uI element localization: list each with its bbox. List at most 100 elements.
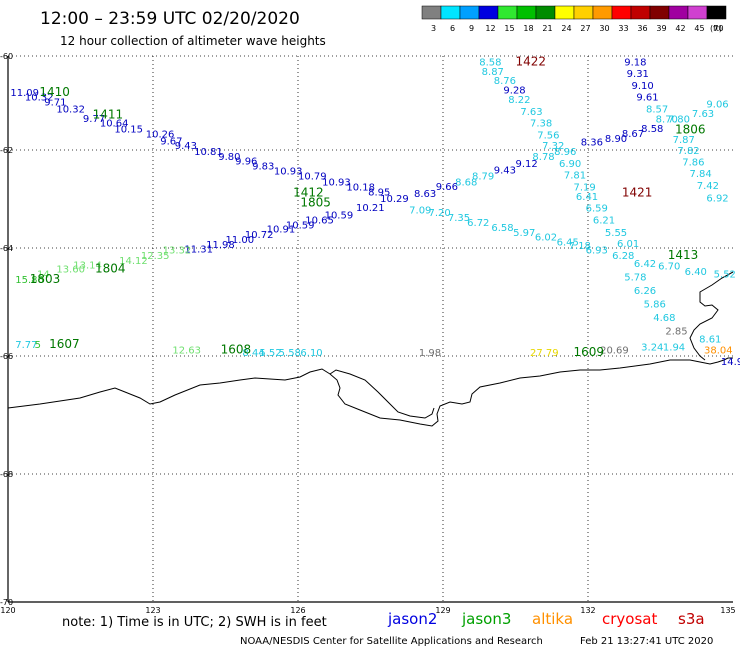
wave-height-value: 5.97 — [513, 228, 535, 239]
wave-height-value: 6.21 — [593, 216, 615, 227]
wave-height-value: 6.70 — [658, 262, 680, 273]
wave-height-value: 3.24 — [641, 343, 663, 354]
legend-swatch — [440, 5, 461, 20]
wave-height-value: 15.86 — [15, 275, 44, 286]
wave-height-value: 11.31 — [184, 244, 213, 255]
legend-swatch — [649, 5, 670, 20]
wave-height-value: 10.81 — [194, 147, 223, 158]
wave-height-value: 7.63 — [520, 107, 542, 118]
wave-height-value: 8.90 — [605, 134, 627, 145]
pass-time-label: 1422 — [516, 54, 547, 68]
pass-time-label: 1421 — [622, 186, 653, 200]
wave-height-value: 20.69 — [600, 345, 629, 356]
legend-value: 24 — [561, 24, 571, 33]
chart-title: 12:00 – 23:59 UTC 02/20/2020 — [40, 9, 300, 29]
wave-height-value: 6.10 — [300, 348, 322, 359]
legend-swatch — [535, 5, 556, 20]
wave-height-value: 6.28 — [612, 251, 634, 262]
lat-tick-label: -64 — [0, 244, 13, 253]
wave-height-value: 10.79 — [298, 171, 327, 182]
wave-height-value: 9.28 — [503, 86, 525, 97]
wave-height-value: 8.95 — [368, 188, 390, 199]
wave-height-value: 8.63 — [414, 189, 436, 200]
satellite-name: s3a — [678, 610, 705, 628]
wave-height-value: 10.64 — [100, 119, 129, 130]
legend-unit: (ft) — [710, 24, 722, 33]
legend-value: 21 — [542, 24, 552, 33]
chart-subtitle: 12 hour collection of altimeter wave hei… — [60, 34, 326, 48]
legend-swatch — [554, 5, 575, 20]
wave-height-value: 6.59 — [586, 203, 608, 214]
wave-height-value: 9.83 — [252, 162, 274, 173]
pass-time-label: 1411 — [93, 108, 124, 122]
legend-swatch — [592, 5, 613, 20]
wave-height-value: 5.52 — [259, 348, 281, 359]
satellite-name: jason2 — [387, 610, 437, 628]
satellite-name: cryosat — [602, 610, 657, 628]
wave-height-value: 10.18 — [346, 183, 375, 194]
wave-height-value: 10.59 — [286, 220, 315, 231]
legend-swatch — [687, 5, 708, 20]
wave-height-value: 14.9 — [721, 357, 740, 368]
wave-height-value: 6.02 — [535, 233, 557, 244]
legend-swatch — [611, 5, 632, 20]
pass-time-label: 1607 — [49, 337, 80, 351]
wave-height-value: 9.77 — [83, 114, 105, 125]
wave-height-value: 10.26 — [146, 129, 175, 140]
lon-tick-label: 123 — [145, 606, 160, 615]
legend-value: 42 — [675, 24, 685, 33]
wave-height-value: 8.96 — [554, 147, 576, 158]
lon-tick-label: 120 — [0, 606, 15, 615]
wave-height-value: 9.71 — [44, 97, 66, 108]
lat-lon-grid — [8, 55, 733, 602]
wave-height-value: 9.10 — [632, 81, 654, 92]
wave-height-value: 7.32 — [542, 141, 564, 152]
footnote: note: 1) Time is in UTC; 2) SWH is in fe… — [62, 615, 327, 630]
wave-height-value: 8.44 — [242, 348, 264, 359]
legend-swatch — [516, 5, 537, 20]
wave-height-value: 12.63 — [172, 345, 201, 356]
wave-height-value: 5.55 — [605, 228, 627, 239]
legend-swatch — [573, 5, 594, 20]
wave-height-value: 1.98 — [419, 348, 441, 359]
pass-time-label: 1413 — [668, 248, 699, 262]
legend-value: 70 — [713, 24, 723, 33]
legend-value: 45 — [694, 24, 704, 33]
legend-value: 15 — [504, 24, 514, 33]
wave-height-value: 6.90 — [559, 159, 581, 170]
wave-height-value: 9.12 — [516, 159, 538, 170]
wave-height-value: 6.72 — [467, 218, 489, 229]
wave-height-value: 7.87 — [673, 135, 695, 146]
wave-height-value: 9.31 — [627, 69, 649, 80]
wave-height-value: 7.35 — [448, 213, 470, 224]
wave-height-value: 7.81 — [564, 170, 586, 181]
wave-height-value: 10.59 — [325, 211, 354, 222]
wave-height-value: 10.15 — [114, 125, 143, 136]
lat-tick-label: -66 — [0, 352, 13, 361]
wave-height-value: 7.63 — [692, 109, 714, 120]
ice-shelf-outline — [329, 369, 435, 419]
legend-value: 12 — [485, 24, 495, 33]
wave-height-value: 6.45 — [557, 238, 579, 249]
lon-tick-label: 132 — [580, 606, 595, 615]
legend-swatch — [459, 5, 480, 20]
wave-height-value: 8.78 — [532, 152, 554, 163]
wave-height-value: 14.12 — [119, 256, 148, 267]
wave-height-value: 8.61 — [699, 335, 721, 346]
wave-height-value: 8.79 — [472, 171, 494, 182]
wave-height-value: 12.35 — [141, 251, 170, 262]
wave-height-value: 9.43 — [494, 166, 516, 177]
lat-tick-label: -68 — [0, 470, 13, 479]
wave-height-value: 10.29 — [380, 194, 409, 205]
wave-height-value: 7.77 — [15, 340, 37, 351]
wave-height-value: 4.68 — [653, 313, 675, 324]
legend-swatch — [497, 5, 518, 20]
wave-height-value: 7.19 — [574, 183, 596, 194]
wave-height-value: 6.42 — [634, 259, 656, 270]
wave-height-value: 2.85 — [665, 326, 687, 337]
wave-height-value: 9.18 — [624, 57, 646, 68]
wave-height-value: 8.58 — [641, 124, 663, 135]
wave-height-value: 8.70 — [656, 115, 678, 126]
wave-height-value: 9.66 — [436, 182, 458, 193]
